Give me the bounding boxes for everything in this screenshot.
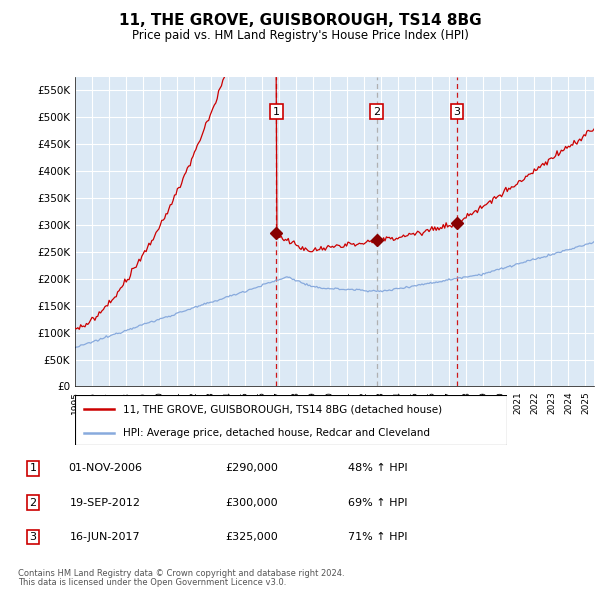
Text: 11, THE GROVE, GUISBOROUGH, TS14 8BG: 11, THE GROVE, GUISBOROUGH, TS14 8BG [119, 13, 481, 28]
FancyBboxPatch shape [75, 395, 507, 445]
Text: 3: 3 [29, 532, 37, 542]
Text: 01-NOV-2006: 01-NOV-2006 [68, 464, 142, 473]
Text: 19-SEP-2012: 19-SEP-2012 [70, 498, 140, 507]
Text: £300,000: £300,000 [226, 498, 278, 507]
Text: 3: 3 [454, 107, 461, 117]
Text: 71% ↑ HPI: 71% ↑ HPI [348, 532, 408, 542]
Text: Contains HM Land Registry data © Crown copyright and database right 2024.: Contains HM Land Registry data © Crown c… [18, 569, 344, 578]
Text: 48% ↑ HPI: 48% ↑ HPI [348, 464, 408, 473]
Text: 1: 1 [273, 107, 280, 117]
Text: 69% ↑ HPI: 69% ↑ HPI [348, 498, 408, 507]
Text: HPI: Average price, detached house, Redcar and Cleveland: HPI: Average price, detached house, Redc… [122, 428, 430, 438]
Text: £290,000: £290,000 [226, 464, 278, 473]
Text: 16-JUN-2017: 16-JUN-2017 [70, 532, 140, 542]
Text: Price paid vs. HM Land Registry's House Price Index (HPI): Price paid vs. HM Land Registry's House … [131, 29, 469, 42]
Text: This data is licensed under the Open Government Licence v3.0.: This data is licensed under the Open Gov… [18, 578, 286, 587]
Text: 2: 2 [373, 107, 380, 117]
Text: £325,000: £325,000 [226, 532, 278, 542]
Text: 11, THE GROVE, GUISBOROUGH, TS14 8BG (detached house): 11, THE GROVE, GUISBOROUGH, TS14 8BG (de… [122, 404, 442, 414]
Text: 2: 2 [29, 498, 37, 507]
Text: 1: 1 [29, 464, 37, 473]
